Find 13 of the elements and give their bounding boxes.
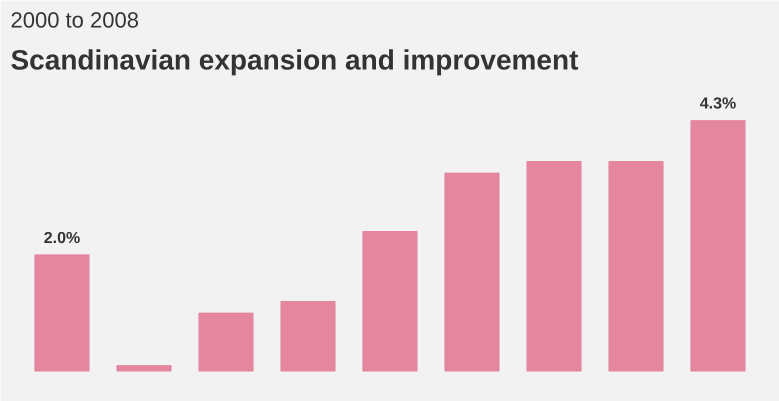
chart-title: Scandinavian expansion and improvement — [10, 44, 578, 76]
bar — [526, 160, 582, 372]
bar — [690, 120, 746, 372]
bar — [444, 172, 500, 372]
bar — [116, 365, 172, 372]
bar — [34, 254, 90, 372]
bar — [198, 312, 254, 372]
bar — [608, 160, 664, 372]
bar — [280, 300, 336, 372]
chart-subtitle: 2000 to 2008 — [10, 8, 139, 32]
data-label: 2.0% — [44, 230, 80, 247]
bar — [362, 230, 418, 372]
data-label: 4.3% — [700, 96, 736, 113]
